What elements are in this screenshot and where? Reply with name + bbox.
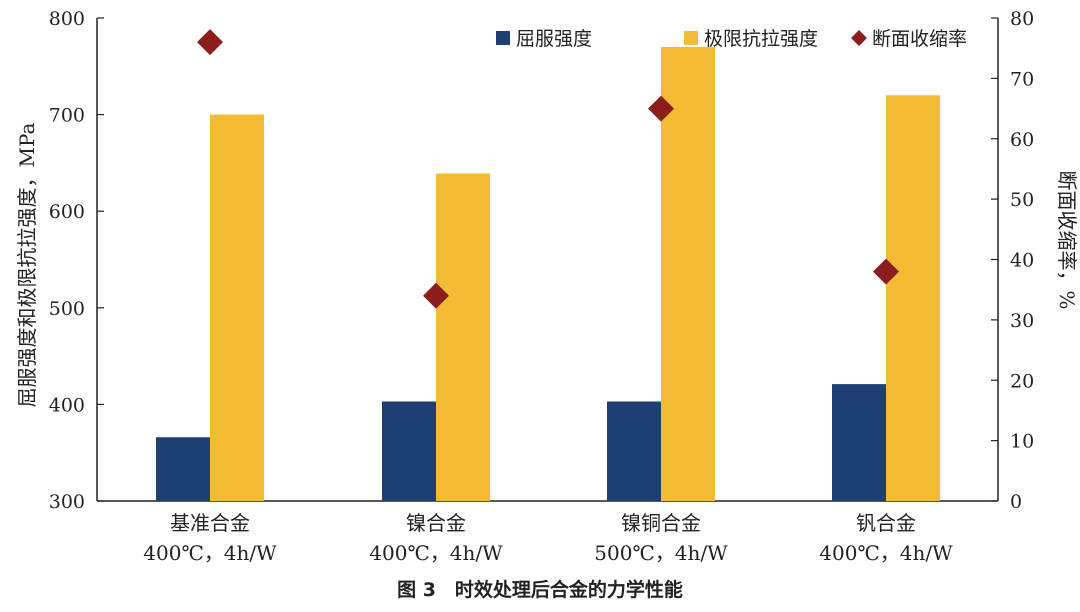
right-tick-label: 40 xyxy=(1010,250,1034,272)
bar-yield xyxy=(382,401,436,501)
legend-label: 极限抗拉强度 xyxy=(704,28,818,50)
right-tick-label: 50 xyxy=(1010,189,1034,211)
category-label: 钒合金 xyxy=(856,511,916,535)
legend-label: 屈服强度 xyxy=(516,28,592,50)
right-tick-label: 0 xyxy=(1010,491,1022,513)
left-tick-label: 800 xyxy=(49,8,85,30)
right-tick-label: 30 xyxy=(1010,310,1034,332)
left-tick-label: 400 xyxy=(49,394,85,416)
category-label: 镍铜合金 xyxy=(621,511,701,535)
legend-swatch-tensile xyxy=(684,31,698,45)
figure-caption: 图 3 时效处理后合金的力学性能 xyxy=(397,578,683,601)
marker-reduction-of-area xyxy=(648,95,674,122)
left-tick-label: 300 xyxy=(49,491,85,513)
right-tick-label: 10 xyxy=(1010,431,1034,453)
y2-axis-title: 断面收缩率，% xyxy=(1055,170,1079,309)
category-condition-label: 400℃，4h/W xyxy=(143,541,277,565)
bar-tensile xyxy=(210,114,264,501)
left-tick-label: 500 xyxy=(49,298,85,320)
right-tick-label: 70 xyxy=(1010,68,1034,90)
category-condition-label: 500℃，4h/W xyxy=(594,541,728,565)
left-tick-label: 600 xyxy=(49,201,85,223)
bar-yield xyxy=(156,437,210,501)
legend-swatch-yield xyxy=(496,31,510,45)
category-label: 基准合金 xyxy=(170,511,250,535)
marker-reduction-of-area xyxy=(873,258,899,285)
y-axis-title: 屈服强度和极限抗拉强度，MPa xyxy=(15,122,39,407)
marker-reduction-of-area xyxy=(197,29,223,56)
bar-yield xyxy=(607,401,661,501)
right-tick-label: 60 xyxy=(1010,129,1034,151)
category-condition-label: 400℃，4h/W xyxy=(819,541,953,565)
bar-yield xyxy=(832,384,886,501)
marker-reduction-of-area xyxy=(423,282,449,309)
category-condition-label: 400℃，4h/W xyxy=(369,541,503,565)
legend-swatch-reduction-of-area xyxy=(851,30,867,46)
right-tick-label: 20 xyxy=(1010,370,1034,392)
bar-tensile xyxy=(661,46,715,501)
bar-tensile xyxy=(886,95,940,501)
left-tick-label: 700 xyxy=(49,105,85,127)
bar-tensile xyxy=(436,173,490,501)
category-label: 镍合金 xyxy=(406,511,466,535)
legend-label: 断面收缩率 xyxy=(872,28,967,50)
right-tick-label: 80 xyxy=(1010,8,1034,30)
